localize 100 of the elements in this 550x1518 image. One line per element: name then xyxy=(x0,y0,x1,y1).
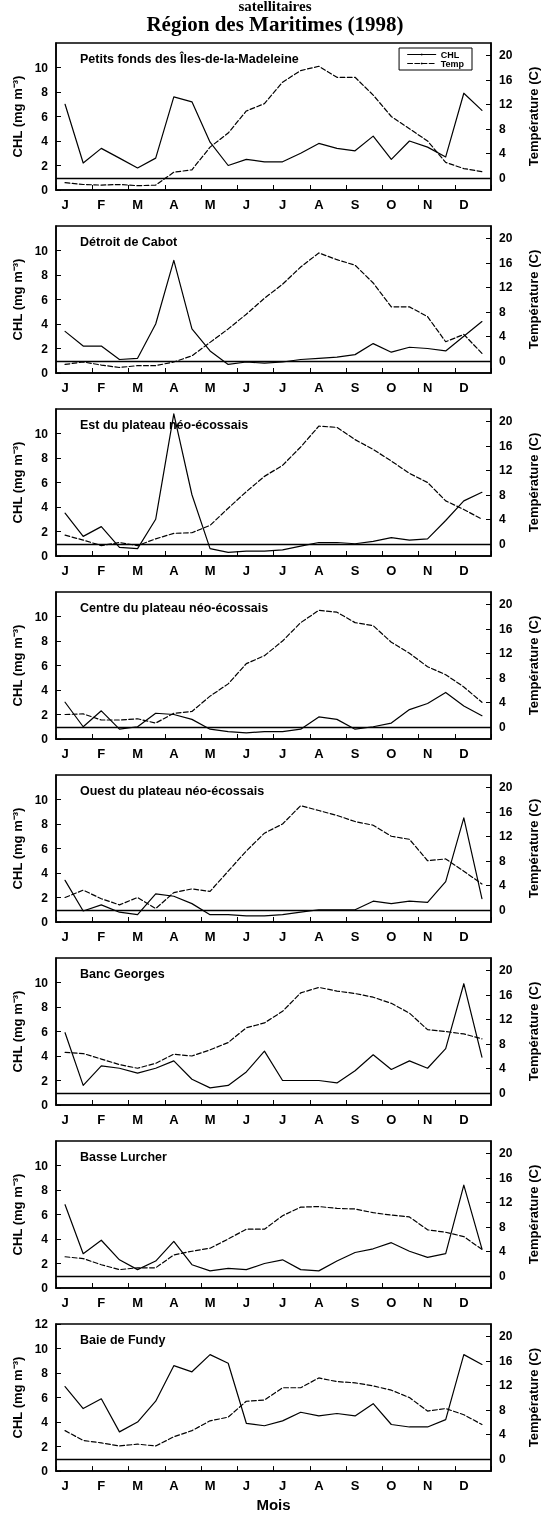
y-tick-label: 10 xyxy=(34,426,49,441)
y2-axis-title: Température (C) xyxy=(526,1164,541,1265)
x-tick-label: D xyxy=(459,1112,469,1127)
x-tick-label: M xyxy=(204,1112,216,1127)
y2-tick-label: 4 xyxy=(499,878,506,893)
y2-axis-title: Température (C) xyxy=(526,1347,541,1448)
y-tick-label: 0 xyxy=(41,915,49,929)
x-tick-label: J xyxy=(278,929,287,944)
y2-tick-label: 16 xyxy=(499,438,513,453)
x-tick-label: D xyxy=(459,380,469,395)
x-tick-label: J xyxy=(278,1112,287,1127)
x-tick-label: M xyxy=(132,1112,143,1127)
y-tick-label: 12 xyxy=(34,1317,49,1331)
text: Petits fonds des Îles-de-la-Madeleine xyxy=(80,50,299,66)
x-tick-label: M xyxy=(204,746,216,761)
x-tick-label: J xyxy=(242,1112,250,1127)
y2-tick-label: 8 xyxy=(499,121,506,136)
x-tick-label: O xyxy=(386,1295,397,1310)
x-tick-label: D xyxy=(459,746,469,761)
x-tick-label: J xyxy=(278,197,287,212)
y-tick-label: 4 xyxy=(41,1232,49,1246)
y2-tick-label: 16 xyxy=(499,1170,513,1185)
y-tick-label: 2 xyxy=(41,890,49,905)
x-tick-label: A xyxy=(169,1295,180,1310)
x-tick-label: O xyxy=(386,197,397,212)
x-tick-label: J xyxy=(242,380,250,395)
x-tick-label: J xyxy=(61,197,69,212)
x-tick-label: M xyxy=(204,1478,216,1494)
x-tick-label: D xyxy=(459,1478,469,1494)
y-tick-label: 8 xyxy=(41,634,49,648)
x-tick-label: N xyxy=(422,1112,433,1127)
x-tick-label: A xyxy=(314,563,325,578)
y2-tick-label: 4 xyxy=(499,146,506,161)
y2-axis-title: Température (C) xyxy=(526,66,541,167)
x-tick-label: M xyxy=(204,929,216,944)
x-tick-label: N xyxy=(422,380,433,395)
x-tick-label: N xyxy=(422,197,433,212)
x-tick-label: M xyxy=(132,380,143,395)
x-tick-label: M xyxy=(204,197,216,212)
y2-axis-title: Température (C) xyxy=(526,981,541,1082)
y-tick-label: 8 xyxy=(41,1366,49,1381)
x-tick-label: S xyxy=(350,746,360,761)
y-tick-label: 4 xyxy=(41,1049,49,1063)
x-tick-label: J xyxy=(242,197,250,212)
y-tick-label: 6 xyxy=(41,1390,49,1405)
y-tick-label: 8 xyxy=(41,451,49,465)
x-tick-label: J xyxy=(61,1478,69,1494)
x-tick-label: M xyxy=(204,380,216,395)
y2-tick-label: 12 xyxy=(499,1195,513,1210)
x-tick-label: N xyxy=(422,1478,433,1494)
x-tick-label: A xyxy=(314,1295,325,1310)
x-tick-label: D xyxy=(459,929,469,944)
y-tick-label: 6 xyxy=(41,1207,49,1222)
y2-tick-label: 0 xyxy=(499,719,506,734)
x-tick-label: O xyxy=(386,1478,397,1494)
x-tick-label: A xyxy=(169,746,180,761)
y-tick-label: 10 xyxy=(34,243,49,258)
y2-tick-label: 12 xyxy=(499,646,513,661)
y2-tick-label: 8 xyxy=(499,670,506,685)
y-tick-label: 0 xyxy=(41,549,49,563)
y-tick-label: 0 xyxy=(41,1281,49,1295)
y2-tick-label: 8 xyxy=(499,487,506,502)
y-tick-label: 10 xyxy=(34,1341,49,1356)
y-axis-title: CHL (mg m⁻³) xyxy=(9,807,25,890)
x-tick-label: D xyxy=(459,197,469,212)
x-tick-label: J xyxy=(278,1478,287,1494)
y-tick-label: 10 xyxy=(34,975,49,990)
y2-tick-label: 20 xyxy=(499,48,513,63)
x-tick-label: A xyxy=(314,197,325,212)
y2-tick-label: 4 xyxy=(499,1061,506,1076)
y-tick-label: 4 xyxy=(41,866,49,880)
y2-tick-label: 16 xyxy=(499,255,513,270)
y-tick-label: 10 xyxy=(34,792,49,807)
x-tick-label: N xyxy=(422,746,433,761)
x-tick-label: S xyxy=(350,380,360,395)
x-tick-label: O xyxy=(386,746,397,761)
y2-tick-label: 16 xyxy=(499,72,513,87)
y-tick-label: 2 xyxy=(41,1073,49,1088)
y2-tick-label: 0 xyxy=(499,353,506,368)
x-tick-label: J xyxy=(61,1295,69,1310)
y-tick-label: 6 xyxy=(41,475,49,490)
y-tick-label: 0 xyxy=(41,732,49,746)
y2-tick-label: 20 xyxy=(499,414,513,429)
x-tick-label: S xyxy=(350,1295,360,1310)
x-tick-label: J xyxy=(278,563,287,578)
y2-tick-label: 4 xyxy=(499,329,506,344)
y2-tick-label: 8 xyxy=(499,304,506,319)
text: Centre du plateau néo-écossais xyxy=(80,600,269,615)
y-tick-label: 2 xyxy=(41,158,49,173)
x-axis-title: Mois xyxy=(256,1496,291,1513)
y-tick-label: 8 xyxy=(41,85,49,99)
x-tick-label: J xyxy=(61,380,69,395)
y2-tick-label: 0 xyxy=(499,1268,506,1283)
x-tick-label: S xyxy=(350,197,360,212)
y-tick-label: 2 xyxy=(41,1256,49,1271)
y-tick-label: 2 xyxy=(41,707,49,722)
y2-tick-label: 16 xyxy=(499,804,513,819)
x-tick-label: M xyxy=(132,1478,143,1494)
x-tick-label: N xyxy=(422,563,433,578)
x-tick-label: J xyxy=(278,1295,287,1310)
